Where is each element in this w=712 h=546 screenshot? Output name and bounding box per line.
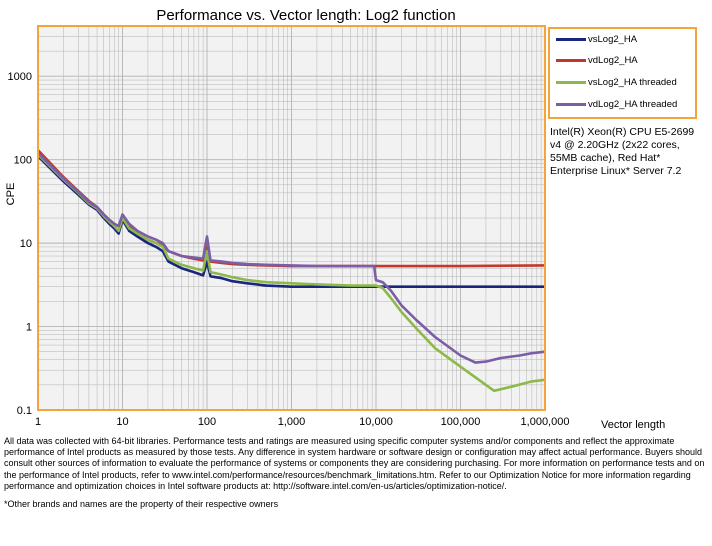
x-tick-label: 10 xyxy=(116,416,128,428)
series-line-2 xyxy=(37,153,546,393)
legend-label: vsLog2_HA xyxy=(588,34,638,45)
legend-label: vdLog2_HA xyxy=(588,55,638,66)
series-line-3 xyxy=(37,152,546,364)
x-tick-label: 100,000 xyxy=(441,416,481,428)
x-tick-label: 100 xyxy=(198,416,216,428)
disclaimer-text: All data was collected with 64-bit libra… xyxy=(4,436,705,491)
legend-label: vsLog2_HA threaded xyxy=(588,77,677,88)
cpu-info-text: Intel(R) Xeon(R) CPU E5-2699 v4 @ 2.20GH… xyxy=(550,126,695,177)
trademark-note: *Other brands and names are the property… xyxy=(4,499,279,510)
x-tick-label: 1,000 xyxy=(278,416,306,428)
y-tick-label: 0.1 xyxy=(17,405,32,417)
y-tick-label: 10 xyxy=(20,238,32,250)
legend-item: vdLog2_HA xyxy=(556,55,638,66)
plot-frame xyxy=(37,25,546,411)
tick-labels: 1 10 100 1,000 10,000 100,000 1,000,0000.11101… xyxy=(8,71,570,428)
footer: All data was collected with 64-bit libra… xyxy=(4,436,710,510)
series-line-0 xyxy=(37,155,545,288)
legend: vsLog2_HA vdLog2_HA vsLog2_HA threaded v… xyxy=(548,27,697,119)
y-tick-label: 1 xyxy=(26,322,32,334)
x-tick-label: 1 xyxy=(35,416,41,428)
legend-label: vdLog2_HA threaded xyxy=(588,99,678,110)
series-lines xyxy=(37,149,546,393)
legend-item: vsLog2_HA threaded xyxy=(556,77,677,88)
legend-item: vsLog2_HA xyxy=(556,34,637,45)
legend-swatch xyxy=(556,80,586,84)
chart-title: Performance vs. Vector length: Log2 func… xyxy=(156,7,455,24)
legend-item: vdLog2_HA threaded xyxy=(556,99,677,110)
legend-swatch xyxy=(556,37,586,41)
x-tick-label: 10,000 xyxy=(359,416,393,428)
chart-svg: Performance vs. Vector length: Log2 func… xyxy=(5,7,665,431)
legend-swatch xyxy=(556,102,586,106)
x-axis-label: Vector length xyxy=(601,419,665,431)
y-tick-label: 100 xyxy=(14,155,32,167)
y-tick-label: 1000 xyxy=(8,71,32,83)
x-tick-label: 1,000,000 xyxy=(521,416,570,428)
y-axis-label: CPE xyxy=(5,183,17,206)
legend-swatch xyxy=(556,58,586,62)
